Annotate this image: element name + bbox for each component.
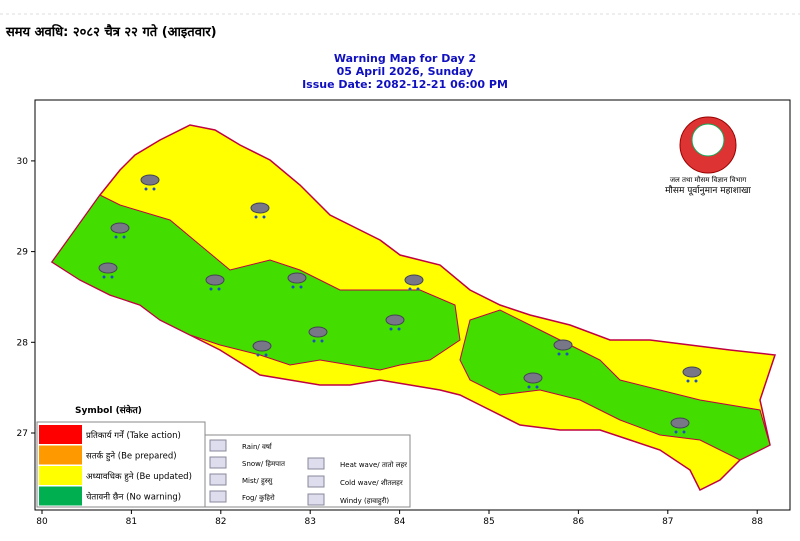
drop-icon xyxy=(262,215,266,219)
logo-text: जल तथा मौसम विज्ञान विभाग xyxy=(670,175,747,184)
cloud-icon xyxy=(553,339,573,351)
symbol-label: Snow/ हिमपात xyxy=(242,459,286,468)
weather-icons xyxy=(98,174,702,434)
legend-swatch xyxy=(39,445,82,465)
cloud-icon xyxy=(287,272,307,284)
symbol-icon xyxy=(209,439,227,452)
drop-icon xyxy=(152,187,156,191)
drop-icon xyxy=(122,235,126,239)
map-title: Warning Map for Day 2 xyxy=(334,52,476,65)
y-tick-label: 27 xyxy=(17,429,28,439)
legend-label: अध्यावधिक हुने (Be updated) xyxy=(86,471,192,482)
region-green-west xyxy=(51,194,461,371)
symbol-icon xyxy=(209,490,227,503)
legend-label: चेतावनी छैन (No warning) xyxy=(86,492,181,503)
cloud-icon xyxy=(250,202,270,214)
symbol-icon xyxy=(307,475,325,488)
symbol-icon xyxy=(307,493,325,506)
legend-swatch xyxy=(39,425,82,444)
drop-icon xyxy=(256,353,260,357)
cloud-icon xyxy=(404,274,424,286)
legend-label: प्रतिकार्य गर्नें (Take action) xyxy=(86,430,181,441)
cloud-icon xyxy=(205,274,225,286)
symbol-icon xyxy=(209,473,227,486)
x-tick-label: 88 xyxy=(751,517,763,527)
cloud-icon xyxy=(110,222,130,234)
x-tick-label: 86 xyxy=(573,517,585,527)
symbol-label: Rain/ वर्षा xyxy=(242,442,273,451)
axes: 80 81 82 83 84 85 86 87 88 27 28 29 30 xyxy=(17,157,764,527)
cloud-icon xyxy=(308,326,328,338)
x-tick-label: 82 xyxy=(215,517,226,527)
legend-label: सतर्क हुने (Be prepared) xyxy=(86,451,177,462)
drop-icon xyxy=(682,430,686,434)
drop-icon xyxy=(408,287,412,291)
x-tick-label: 81 xyxy=(126,517,137,527)
issue-date: Issue Date: 2082-12-21 06:00 PM xyxy=(302,78,508,91)
drop-icon xyxy=(312,339,316,343)
symbol-icon xyxy=(307,457,325,470)
map-date: 05 April 2026, Sunday xyxy=(337,65,474,78)
drop-icon xyxy=(320,339,324,343)
logo-emblem xyxy=(691,123,725,157)
drop-icon xyxy=(217,287,221,291)
y-tick-label: 28 xyxy=(17,338,29,348)
drop-icon xyxy=(254,215,258,219)
cloud-icon xyxy=(670,417,690,429)
drop-icon xyxy=(114,235,118,239)
symbol-label: Heat wave/ तातो लहर xyxy=(340,460,407,469)
cloud-icon xyxy=(252,340,272,352)
y-tick-label: 30 xyxy=(17,157,29,167)
drop-icon xyxy=(416,287,420,291)
drop-icon xyxy=(110,275,114,279)
drop-icon xyxy=(694,379,698,383)
legend: प्रतिकार्य गर्नें (Take action) सतर्क हुन… xyxy=(39,425,407,506)
legend-title: Symbol (संकेत) xyxy=(75,404,142,416)
symbol-label: Fog/ कुहिरो xyxy=(242,493,275,502)
symbol-label: Windy (हावाहुरी) xyxy=(340,496,389,506)
x-tick-label: 84 xyxy=(394,517,406,527)
logo-text: मौसम पूर्वानुमान महाशाखा xyxy=(665,184,751,196)
drop-icon xyxy=(557,352,561,356)
drop-icon xyxy=(397,327,401,331)
drop-icon xyxy=(535,385,539,389)
x-tick-label: 85 xyxy=(483,517,494,527)
drop-icon xyxy=(674,430,678,434)
cloud-icon xyxy=(385,314,405,326)
drop-icon xyxy=(565,352,569,356)
cloud-icon xyxy=(523,372,543,384)
drop-icon xyxy=(264,353,268,357)
cloud-icon xyxy=(98,262,118,274)
legend-swatch xyxy=(39,486,82,506)
cloud-icon xyxy=(140,174,160,186)
x-tick-label: 80 xyxy=(36,517,48,527)
legend-swatch xyxy=(39,466,82,485)
symbol-label: Mist/ हुस्सु xyxy=(242,477,273,486)
drop-icon xyxy=(209,287,213,291)
drop-icon xyxy=(527,385,531,389)
y-tick-label: 29 xyxy=(17,248,29,258)
symbol-icon xyxy=(209,456,227,469)
drop-icon xyxy=(144,187,148,191)
drop-icon xyxy=(389,327,393,331)
drop-icon xyxy=(686,379,690,383)
x-tick-label: 83 xyxy=(304,517,315,527)
period: समय अवधि: २०८२ चैत्र २२ गते (आइतवार) xyxy=(5,24,217,40)
x-tick-label: 87 xyxy=(662,517,673,527)
cloud-icon xyxy=(682,366,702,378)
drop-icon xyxy=(291,285,295,289)
region-green-east xyxy=(459,309,771,461)
drop-icon xyxy=(102,275,106,279)
symbol-label: Cold wave/ शीतलहर xyxy=(340,478,403,487)
drop-icon xyxy=(299,285,303,289)
